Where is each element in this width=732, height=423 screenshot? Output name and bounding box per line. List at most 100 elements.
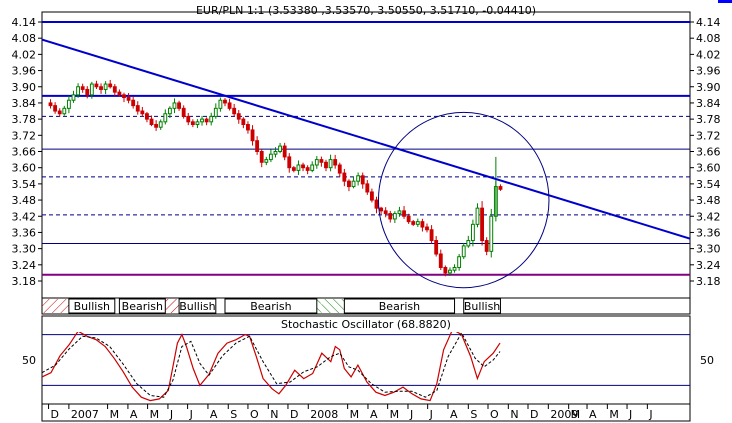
candle-body bbox=[71, 94, 76, 101]
candle-body bbox=[112, 86, 117, 93]
sentiment-label: Bearish bbox=[379, 300, 420, 313]
candle-body bbox=[337, 164, 342, 174]
right-tick-label: 3.90 bbox=[696, 81, 721, 94]
candle-body bbox=[301, 164, 305, 169]
candle-body bbox=[319, 159, 324, 163]
candle-body bbox=[351, 180, 356, 188]
candle-body bbox=[480, 207, 485, 242]
sentiment-box bbox=[343, 298, 456, 314]
candle-body bbox=[402, 210, 406, 217]
candle-body bbox=[282, 145, 287, 158]
price-chart-title: EUR/PLN 1:1 (3.53380 ,3.53570, 3.50550, … bbox=[196, 4, 536, 17]
candle-body bbox=[76, 86, 80, 96]
candle-body bbox=[89, 83, 94, 96]
date-tick-label: M bbox=[571, 408, 581, 421]
date-tick-label: A bbox=[210, 408, 218, 421]
candle-body bbox=[420, 221, 425, 228]
date-tick-label: 2009 bbox=[550, 408, 578, 421]
candle-body bbox=[48, 102, 53, 107]
candle-body bbox=[425, 226, 429, 231]
candle-body bbox=[223, 99, 227, 104]
candle-body bbox=[190, 121, 195, 126]
candle-body bbox=[287, 156, 292, 169]
candle-body bbox=[438, 253, 443, 269]
candle-body bbox=[498, 186, 503, 190]
candle-body bbox=[461, 245, 466, 258]
candle-body bbox=[379, 207, 384, 212]
price-overlays bbox=[42, 38, 690, 289]
price-panel: EUR/PLN 1:1 (3.53380 ,3.53570, 3.50550, … bbox=[12, 4, 721, 315]
candle-body bbox=[246, 124, 250, 131]
right-tick-label: 3.72 bbox=[696, 129, 721, 142]
date-tick-label: J bbox=[409, 408, 413, 421]
reversal-ellipse bbox=[377, 111, 550, 289]
candle-body bbox=[172, 102, 177, 109]
candle-body bbox=[406, 215, 411, 223]
stochastic-lines bbox=[42, 332, 690, 402]
candle-body bbox=[470, 223, 475, 242]
corner-marker bbox=[718, 0, 732, 3]
candle-body bbox=[415, 221, 420, 225]
candle-body bbox=[296, 164, 301, 171]
candle-body bbox=[291, 167, 296, 171]
candle-body bbox=[122, 94, 126, 99]
stochastic-k-line bbox=[42, 332, 501, 402]
right-tick-label: 3.60 bbox=[696, 162, 721, 175]
candle-body bbox=[333, 159, 338, 166]
candle-body bbox=[452, 267, 457, 271]
price-panel-frame bbox=[41, 11, 691, 299]
candle-body bbox=[314, 159, 319, 166]
date-tick-label: D bbox=[530, 408, 538, 421]
candle-body bbox=[218, 99, 223, 109]
left-tick-label: 4.02 bbox=[12, 48, 37, 61]
right-tick-label: 4.02 bbox=[696, 48, 721, 61]
candle-body bbox=[484, 240, 489, 252]
price-candles bbox=[48, 79, 503, 277]
candle-body bbox=[195, 121, 200, 126]
candle-body bbox=[392, 213, 397, 220]
candle-body bbox=[310, 164, 315, 171]
candle-body bbox=[227, 102, 232, 109]
candle-body bbox=[135, 105, 140, 112]
left-price-axis: 4.14 4.08 4.02 3.96 3.90 3.84 3.78 3.72 3.66 3.60… bbox=[12, 16, 42, 288]
oscillator-title: Stochastic Oscillator (68.8820) bbox=[281, 318, 451, 331]
sentiment-box bbox=[463, 298, 501, 314]
candle-body bbox=[255, 140, 260, 152]
left-tick-label: 3.90 bbox=[12, 81, 37, 94]
right-tick-label: 3.84 bbox=[696, 97, 721, 110]
candle-body bbox=[145, 113, 149, 120]
oscillator-left-tick-label: 50 bbox=[22, 354, 36, 367]
left-tick-label: 3.84 bbox=[12, 97, 37, 110]
oscillator-right-tick-label: 50 bbox=[700, 354, 714, 367]
right-tick-label: 3.42 bbox=[696, 210, 721, 223]
candle-body bbox=[186, 115, 191, 123]
candle-body bbox=[278, 145, 283, 153]
sentiment-hatch bbox=[316, 299, 321, 313]
date-tick-label: J bbox=[628, 408, 632, 421]
date-tick-label: 2008 bbox=[310, 408, 338, 421]
candle-body bbox=[103, 83, 108, 90]
date-tick-label: N bbox=[510, 408, 518, 421]
right-tick-label: 3.66 bbox=[696, 146, 721, 159]
date-tick-label: M bbox=[110, 408, 120, 421]
oscillator-panel: Stochastic Oscillator (68.8820) 50 50 bbox=[22, 315, 714, 405]
candle-body bbox=[434, 240, 439, 255]
candle-body bbox=[305, 167, 310, 171]
left-tick-label: 3.96 bbox=[12, 65, 37, 78]
left-tick-label: 3.18 bbox=[12, 275, 37, 288]
candle-body bbox=[53, 105, 58, 112]
sentiment-box bbox=[178, 298, 217, 314]
left-tick-label: 3.72 bbox=[12, 129, 37, 142]
date-tick-label: A bbox=[370, 408, 378, 421]
candle-body bbox=[209, 115, 214, 123]
sentiment-hatch bbox=[42, 299, 69, 313]
sentiment-label: Bullish bbox=[464, 300, 500, 313]
left-tick-label: 4.14 bbox=[12, 16, 37, 29]
candle-body bbox=[85, 88, 90, 96]
candle-body bbox=[374, 199, 379, 209]
candle-body bbox=[443, 267, 448, 274]
date-tick-label: A bbox=[130, 408, 138, 421]
right-price-axis: 4.14 4.08 4.02 3.96 3.90 3.84 3.78 3.72 3.66 3.60… bbox=[690, 16, 721, 288]
